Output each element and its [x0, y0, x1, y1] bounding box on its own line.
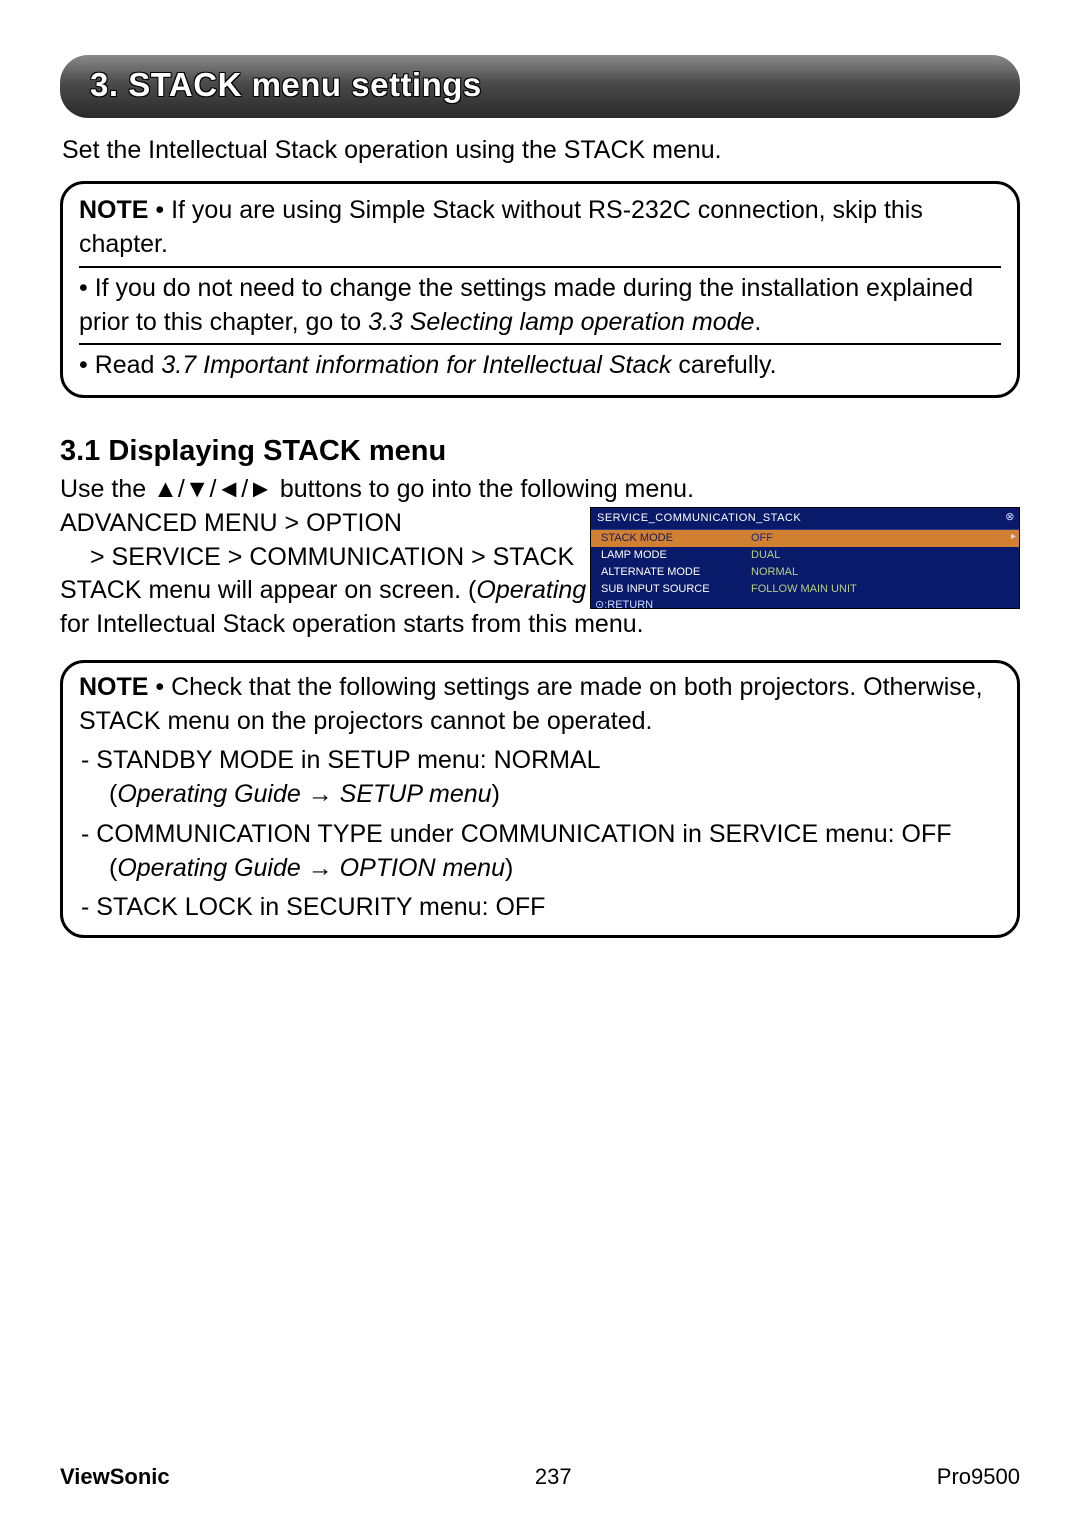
note1-row3: • Read 3.7 Important information for Int…: [79, 343, 1001, 387]
note-box-2: NOTE • Check that the following settings…: [60, 660, 1020, 938]
screenshot-row-key: ALTERNATE MODE: [601, 565, 751, 580]
note-label: NOTE: [79, 196, 148, 224]
note1-bullet1: • If you are using Simple Stack without …: [79, 196, 923, 258]
note1-bullet3-a: • Read: [79, 351, 161, 379]
body-block: Use the ▲/▼/◄/► buttons to go into the f…: [60, 473, 1020, 642]
footer-brand: ViewSonic: [60, 1462, 170, 1492]
footer: ViewSonic 237 Pro9500: [60, 1462, 1020, 1492]
screenshot-return: ⊙:RETURN: [591, 597, 1019, 614]
note2-item3: - STACK LOCK in SECURITY menu: OFF: [79, 891, 1001, 925]
screenshot-title: SERVICE_COMMUNICATION_STACK ⊗: [591, 508, 1019, 530]
intro-text: Set the Intellectual Stack operation usi…: [60, 134, 1020, 168]
note2-label: NOTE: [79, 673, 148, 701]
screenshot-row: LAMP MODEDUAL: [591, 547, 1019, 564]
subsection-title: 3.1 Displaying STACK menu: [60, 432, 1020, 471]
note1-bullet3-b: carefully.: [671, 351, 776, 379]
section-title: 3. STACK menu settings: [90, 66, 482, 103]
screenshot-row-key: SUB INPUT SOURCE: [601, 582, 751, 597]
note2-item1: - STANDBY MODE in SETUP menu: NORMAL: [79, 744, 1001, 778]
note1-bullet2-end: .: [754, 308, 761, 336]
body-line4-a: STACK menu will appear on screen. (: [60, 576, 476, 604]
screenshot-close-icon: ⊗: [1005, 510, 1015, 525]
body-line1: Use the ▲/▼/◄/► buttons to go into the f…: [60, 473, 1020, 507]
section-header: 3. STACK menu settings: [60, 55, 1020, 118]
footer-page: 237: [535, 1462, 572, 1492]
note1-bullet3-ref: 3.7 Important information for Intellectu…: [161, 351, 671, 379]
note2-item1-sub-b: ): [492, 780, 500, 808]
screenshot-row-value: FOLLOW MAIN UNIT: [751, 582, 857, 597]
note2-item2-sub: (Operating Guide → OPTION menu): [79, 852, 1001, 886]
note2-item1-sub-ref: Operating Guide → SETUP menu: [117, 780, 491, 808]
note1-row2: • If you do not need to change the setti…: [79, 266, 1001, 344]
note2-item2: - COMMUNICATION TYPE under COMMUNICATION…: [79, 818, 1001, 852]
screenshot-row-key: STACK MODE: [601, 531, 751, 546]
screenshot-row: ALTERNATE MODENORMAL: [591, 564, 1019, 581]
note2-item1-sub: (Operating Guide → SETUP menu): [79, 778, 1001, 812]
screenshot-row-key: LAMP MODE: [601, 548, 751, 563]
screenshot-row: SUB INPUT SOURCEFOLLOW MAIN UNIT: [591, 581, 1019, 598]
screenshot-row-value: DUAL: [751, 548, 780, 563]
body-line1-a: Use the: [60, 475, 153, 503]
note1-row1: NOTE • If you are using Simple Stack wit…: [79, 190, 1001, 266]
note2-intro: NOTE • Check that the following settings…: [79, 671, 1001, 739]
screenshot-arrow-icon: ▸: [1011, 530, 1016, 544]
body-line1-b: buttons to go into the following menu.: [273, 475, 694, 503]
screenshot-row: STACK MODEOFF: [591, 530, 1019, 547]
note-box-1: NOTE • If you are using Simple Stack wit…: [60, 181, 1020, 398]
note2-intro-text: • Check that the following settings are …: [79, 673, 983, 735]
screenshot-title-text: SERVICE_COMMUNICATION_STACK: [597, 512, 801, 524]
footer-model: Pro9500: [937, 1462, 1020, 1492]
screenshot-row-value: NORMAL: [751, 565, 798, 580]
note2-item2-sub-b: ): [505, 854, 513, 882]
arrow-buttons: ▲/▼/◄/►: [153, 475, 273, 503]
note2-item2-sub-ref: Operating Guide → OPTION menu: [117, 854, 505, 882]
screenshot-row-value: OFF: [751, 531, 773, 546]
stack-menu-screenshot: SERVICE_COMMUNICATION_STACK ⊗ ▸ STACK MO…: [590, 507, 1020, 609]
note1-bullet2-ref: 3.3 Selecting lamp operation mode: [368, 308, 754, 336]
